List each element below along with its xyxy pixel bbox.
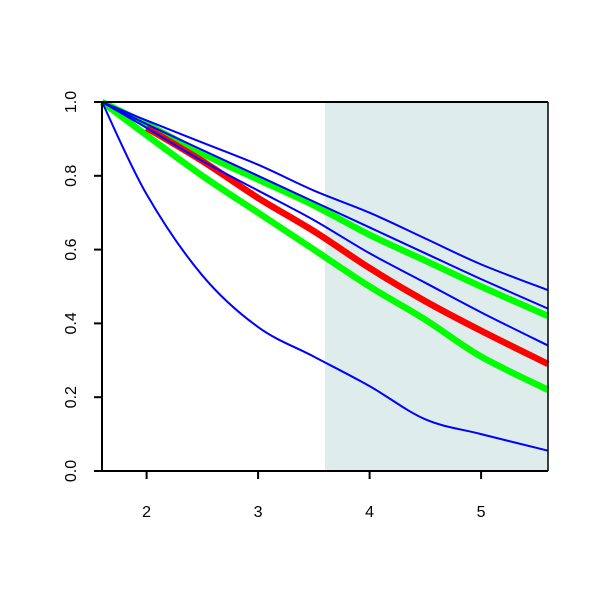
series-line-1: [101, 101, 549, 452]
y-tick-label-0-6: 0.6: [63, 238, 80, 260]
series-layer: [100, 99, 550, 452]
y-tick-label-0-4: 0.4: [63, 312, 80, 334]
series-line-2: [101, 101, 549, 292]
series-line-6: [100, 99, 550, 393]
x-tick-label-5: 5: [477, 504, 486, 521]
tick-label-layer: 2 3 4 5 0.0 0.2 0.4 0.6 0.8 1.0: [63, 91, 485, 521]
y-tick-label-0: 0.0: [63, 460, 80, 482]
y-tick-label-1: 1.0: [63, 91, 80, 113]
x-tick-label-3: 3: [254, 504, 263, 521]
x-tick-label-2: 2: [142, 504, 151, 521]
series-line-3: [101, 101, 549, 310]
axes-layer: [94, 101, 549, 479]
series-line-4: [101, 101, 549, 347]
shaded-region: [325, 102, 548, 471]
x-tick-label-4: 4: [365, 504, 374, 521]
y-tick-label-0-8: 0.8: [63, 165, 80, 187]
y-tick-label-0-2: 0.2: [63, 386, 80, 408]
